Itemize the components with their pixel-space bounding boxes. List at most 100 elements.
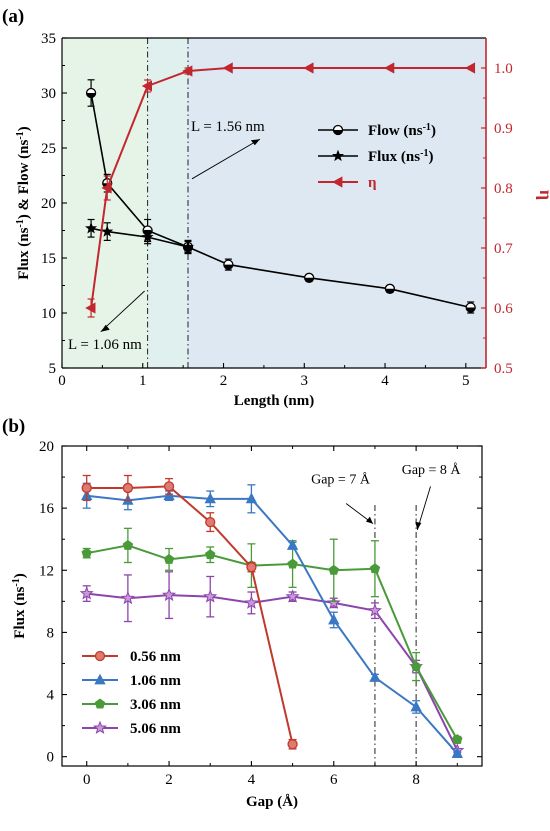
- b-legend-marker-2: [94, 698, 106, 709]
- legend-label-1: Flux (ns-1): [368, 148, 433, 166]
- b-data-point-s0-p3: [205, 516, 216, 528]
- region-2: [187, 38, 486, 368]
- y-tick-label-6: 35: [41, 31, 56, 47]
- y-tick-label-3: 20: [41, 196, 56, 212]
- y-tick-label-4: 25: [41, 141, 56, 157]
- legend-label-0-part-1: -1: [423, 122, 431, 133]
- b-data-point-s3-p2: [162, 587, 177, 602]
- b-data-point-s0-p4: [246, 562, 257, 573]
- b-y-tick-label-2: 8: [47, 625, 55, 641]
- annotation-L156-line: [191, 138, 261, 180]
- data-point-s2-p6: [384, 62, 395, 74]
- legend-label-2: η: [368, 175, 377, 191]
- data-point-s2-p7: [464, 62, 476, 74]
- b-series-line-2: [86, 544, 459, 741]
- y2-tick-label-5: 1.0: [494, 61, 513, 77]
- data-point-s0-p4: [223, 259, 234, 270]
- b-y-tick-label-4: 16: [39, 501, 55, 517]
- data-point-s2-p0: [85, 302, 96, 314]
- y-tick-label-5: 30: [41, 86, 56, 102]
- series-line-0: [90, 92, 471, 309]
- b-x-tick-label-2: 4: [248, 772, 256, 788]
- annotation-L156-arrowhead: [250, 139, 260, 146]
- data-point-s0-p5: [303, 272, 315, 283]
- legend-label-1-part-2: ): [428, 149, 433, 165]
- data-point-s2-p5: [303, 62, 314, 74]
- b-data-point-s3-p6: [326, 595, 341, 609]
- data-point-s2-p4: [222, 62, 233, 74]
- b-data-point-s2-p3: [205, 549, 216, 560]
- b-y-tick-label-1: 4: [47, 688, 55, 704]
- b-data-point-s2-p6: [328, 564, 339, 575]
- legend-marker-2: [332, 176, 343, 188]
- legend-label-0-part-0: Flow (ns: [368, 123, 423, 139]
- data-point-s0-p6: [384, 283, 396, 294]
- panel-b-chart: 0 2 4 6 8 0 4 8 12 16 20 Gap (Å) Flux (ns-1) Gap = 7 …: [11, 439, 483, 810]
- y-axis-label-part-1: -1: [15, 219, 26, 227]
- annotation-L156: L = 1.56 nm: [191, 119, 265, 135]
- b-data-point-s0-p5: [287, 739, 298, 750]
- x-tick-label-4: 4: [381, 373, 389, 389]
- annotation-L106: L = 1.06 nm: [68, 337, 142, 353]
- b-legend-label-1: 1.06 nm: [130, 673, 181, 689]
- b-x-tick-label-1: 2: [165, 772, 173, 788]
- y2-axis-label: η: [536, 190, 550, 200]
- data-point-s0-p7: [465, 302, 476, 313]
- y-axis-label-part-2: ) & Flow (ns: [16, 139, 32, 219]
- b-data-point-s1-p9: [451, 747, 463, 758]
- b-legend-marker-3: [92, 720, 108, 734]
- b-data-point-s3-p3: [203, 589, 218, 603]
- x-axis-label: Length (nm): [234, 393, 314, 409]
- b-y-axis-label-part-1: -1: [11, 578, 22, 586]
- y-axis-label-part-0: Flux (ns: [16, 227, 32, 279]
- y-tick-label-1: 10: [41, 306, 56, 322]
- data-point-s1-p2: [141, 230, 154, 243]
- b-series-line-0: [86, 485, 294, 745]
- y2-tick-label-3: 0.8: [494, 181, 513, 197]
- legend-label-2-part-0: η: [368, 175, 377, 191]
- y-tick-label-2: 15: [41, 251, 56, 267]
- data-point-s1-p3: [181, 240, 195, 253]
- b-data-point-s1-p7: [369, 671, 381, 682]
- b-data-point-s2-p0: [81, 547, 92, 558]
- y-tick-label-0: 5: [49, 361, 57, 377]
- b-x-tick-label-4: 8: [412, 772, 420, 788]
- b-y-axis-label-part-2: ): [12, 573, 28, 578]
- b-data-point-s1-p4: [245, 492, 258, 504]
- data-point-s2-p1: [101, 182, 112, 194]
- legend-marker-0: [332, 124, 344, 136]
- b-data-point-s1-p6: [328, 613, 340, 625]
- b-y-tick-label-5: 20: [39, 439, 54, 455]
- b-data-point-s1-p5: [286, 539, 299, 550]
- b-data-point-s2-p1: [122, 539, 134, 550]
- series-line-1: [90, 227, 189, 248]
- b-data-point-s3-p1: [120, 590, 135, 605]
- region-1: [147, 38, 188, 368]
- data-point-s1-p0: [85, 221, 98, 234]
- annotation-gap8-arrowhead: [415, 521, 422, 530]
- b-series-line-3: [86, 592, 459, 751]
- b-data-point-s3-p4: [244, 595, 259, 609]
- y2-tick-label-0: 0.5: [494, 361, 513, 377]
- b-legend-label-2: 3.06 nm: [130, 697, 181, 713]
- b-data-point-s2-p8: [410, 661, 422, 672]
- y2-tick-label-2: 0.7: [494, 241, 513, 257]
- b-data-point-s2-p5: [287, 558, 298, 569]
- b-legend-label-3: 5.06 nm: [130, 721, 181, 737]
- b-y-axis-label-part-0: Flux (ns: [12, 586, 28, 638]
- annotation-gap8: Gap = 8 Å: [402, 462, 462, 478]
- legend-marker-1: [331, 149, 345, 162]
- b-data-point-s0-p2: [163, 481, 175, 492]
- data-point-s2-p3: [182, 65, 193, 77]
- panel-b-label: (b): [2, 416, 25, 437]
- b-data-point-s1-p3: [204, 492, 216, 504]
- b-data-point-s1-p2: [163, 489, 175, 501]
- x-tick-label-0: 0: [58, 373, 66, 389]
- y-axis-label-part-4: ): [16, 126, 32, 131]
- b-data-point-s0-p1: [122, 482, 134, 494]
- annotation-L106-arrowhead: [100, 324, 110, 332]
- legend-label-0: Flow (ns-1): [368, 122, 436, 140]
- plot-frame-b: [61, 445, 483, 767]
- b-legend-label-0: 0.56 nm: [130, 649, 181, 665]
- x-tick-label-1: 1: [139, 373, 147, 389]
